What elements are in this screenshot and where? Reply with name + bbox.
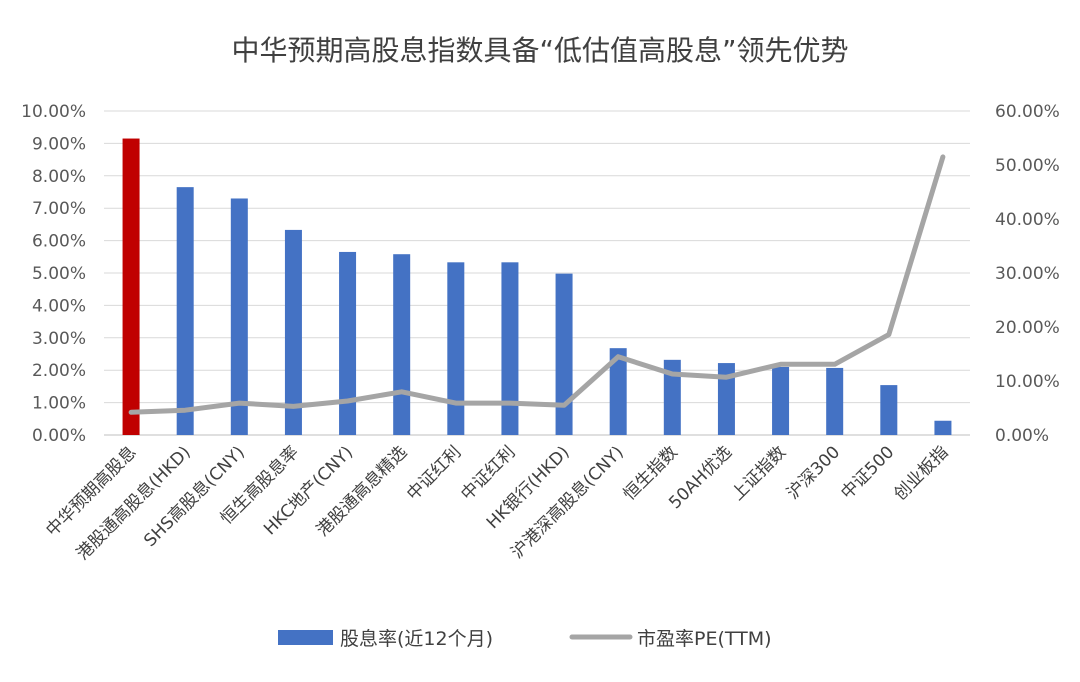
bar: [880, 385, 898, 435]
bar: [339, 251, 357, 435]
right-tick-label: 60.00%: [995, 102, 1060, 122]
line-series: [128, 154, 946, 415]
bar: [609, 348, 627, 435]
bar: [447, 262, 465, 435]
right-tick-label: 40.00%: [995, 210, 1060, 230]
legend-line-label: 市盈率PE(TTM): [637, 628, 772, 650]
left-tick-label: 8.00%: [32, 167, 86, 187]
chart-title: 中华预期高股息指数具备“低估值高股息”领先优势: [231, 34, 848, 67]
bar: [122, 138, 140, 436]
left-tick-label: 1.00%: [32, 394, 86, 414]
bar: [501, 262, 519, 435]
left-tick-label: 4.00%: [32, 296, 86, 316]
bar: [176, 187, 194, 435]
bar: [555, 273, 573, 435]
right-tick-label: 50.00%: [995, 156, 1060, 176]
bar: [284, 229, 302, 435]
right-tick-label: 20.00%: [995, 318, 1060, 338]
left-tick-label: 7.00%: [32, 199, 86, 219]
category-labels: 中华预期高股息港股通高股息(HKD)SHS高股息(CNY)恒生高股息率HKC地产…: [42, 442, 952, 564]
category-label: 上证指数: [728, 442, 790, 504]
right-tick-label: 10.00%: [995, 372, 1060, 392]
left-axis-ticks: 0.00% 1.00% 2.00% 3.00% 4.00% 5.00% 6.00% 7.00%…: [21, 102, 86, 446]
bar: [934, 420, 952, 435]
bar: [717, 363, 735, 435]
category-label: 创业板指: [890, 442, 952, 504]
left-tick-label: 0.00%: [32, 426, 86, 446]
category-label: SHS高股息(CNY): [140, 442, 249, 551]
left-tick-label: 9.00%: [32, 134, 86, 154]
category-label: 中证红利: [403, 442, 465, 504]
bar-series: [122, 138, 952, 436]
bar: [826, 367, 844, 435]
left-tick-label: 3.00%: [32, 329, 86, 349]
category-label: 中证500: [837, 442, 898, 503]
right-tick-label: 30.00%: [995, 264, 1060, 284]
bar: [772, 366, 790, 435]
bar: [393, 254, 411, 435]
left-tick-label: 2.00%: [32, 361, 86, 381]
left-tick-label: 10.00%: [21, 102, 86, 122]
left-tick-label: 5.00%: [32, 264, 86, 284]
left-tick-label: 6.00%: [32, 232, 86, 252]
category-label: 中华预期高股息: [42, 442, 140, 540]
right-tick-label: 0.00%: [995, 426, 1049, 446]
right-axis-ticks: 0.00% 10.00% 20.00% 30.00% 40.00% 50.00% 60.00…: [995, 102, 1060, 446]
pe-line: [128, 154, 946, 415]
bar: [663, 359, 681, 435]
legend-bar-swatch: [278, 630, 333, 645]
legend: 股息率(近12个月) 市盈率PE(TTM): [278, 628, 772, 650]
legend-bar-label: 股息率(近12个月): [340, 628, 493, 650]
bar: [230, 198, 248, 435]
category-label: 沪深300: [783, 442, 844, 503]
